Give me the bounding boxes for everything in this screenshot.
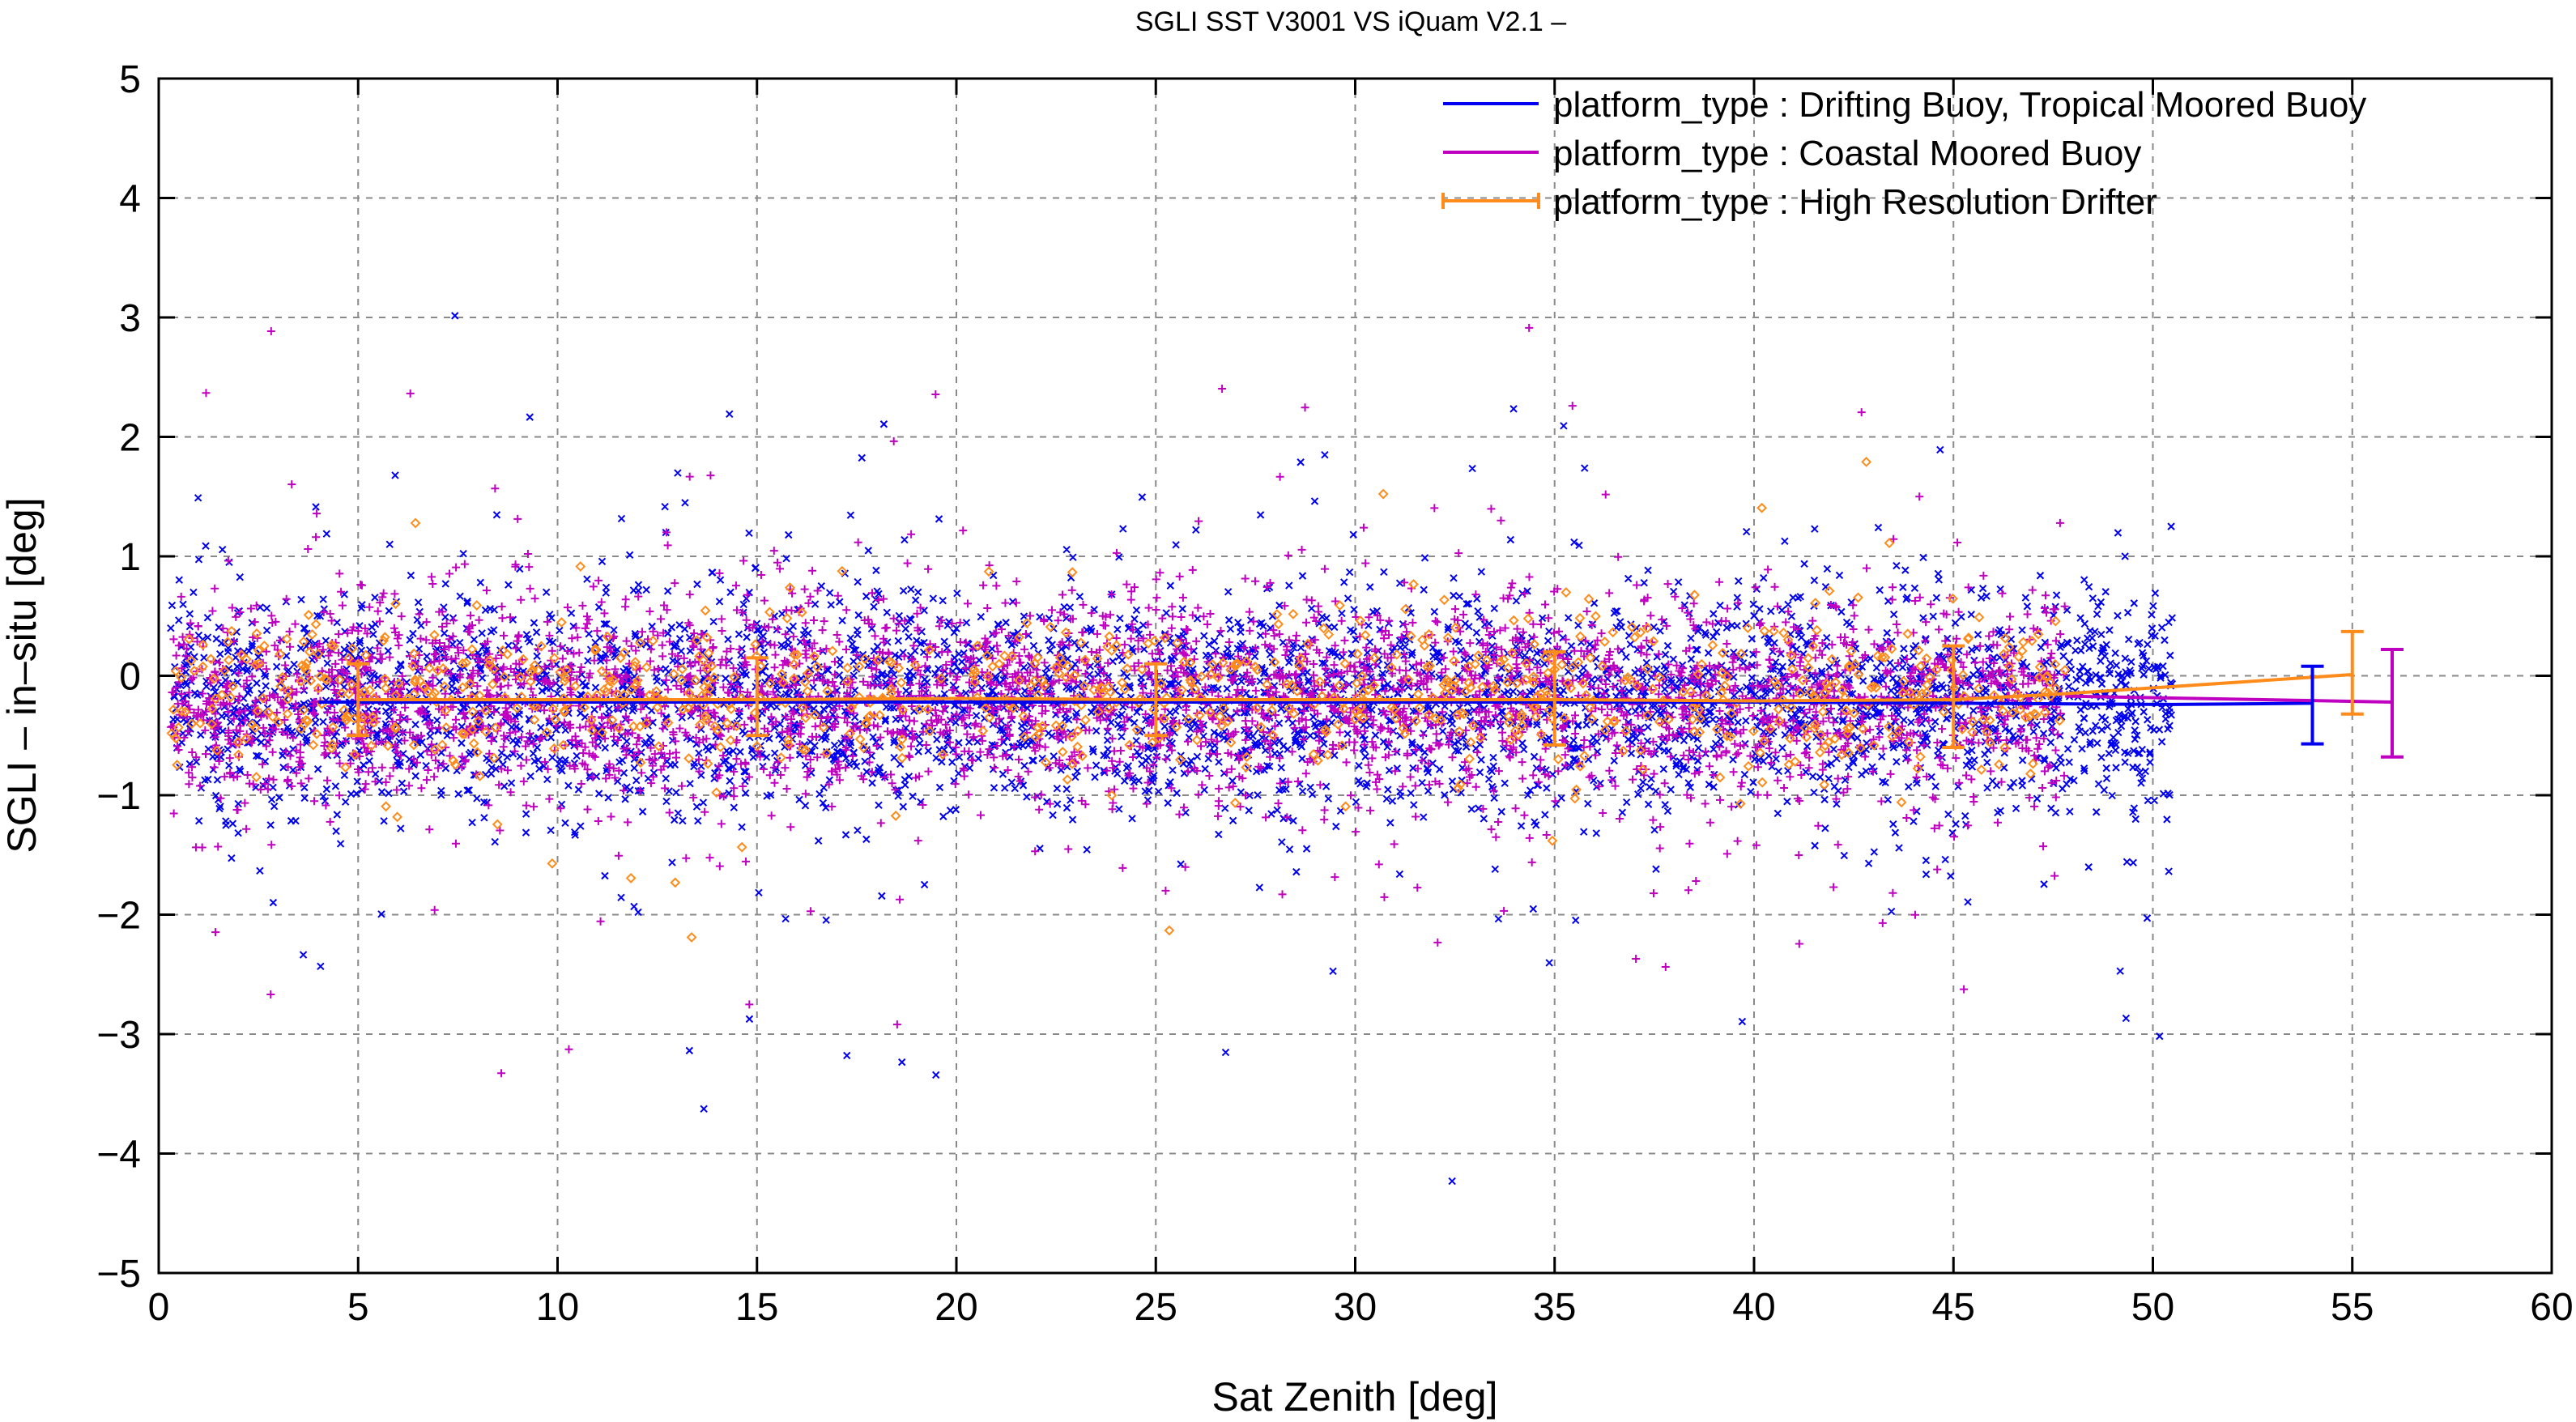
error-bar	[745, 656, 769, 738]
mean-lines	[318, 673, 2393, 706]
series-point-set	[167, 323, 2069, 1078]
error-bar	[1942, 644, 1965, 749]
y-tick-label: 1	[119, 536, 141, 579]
x-tick-label: 15	[735, 1286, 778, 1329]
x-axis-label: Sat Zenith [deg]	[1211, 1374, 1497, 1420]
x-tick-label: 10	[536, 1286, 579, 1329]
x-tick-label: 35	[1533, 1286, 1576, 1329]
y-tick-label: −3	[96, 1014, 141, 1057]
x-tick-label: 0	[148, 1286, 170, 1329]
y-axis-label: SGLI – in–situ [deg]	[0, 497, 45, 853]
y-tick-label: −1	[96, 775, 141, 818]
series-mean-line	[2065, 694, 2393, 704]
y-tick-label: 3	[119, 297, 141, 340]
legend-label: platform_type : High Resolution Drifter	[1553, 182, 2157, 222]
x-tick-label: 45	[1932, 1286, 1975, 1329]
y-axis-ticks: −5 −4 −3 −2 −1 0 1 2 3 4 5	[96, 58, 2552, 1296]
error-bars	[347, 629, 2404, 759]
legend-item: platform_type : Drifting Buoy, Tropical …	[1443, 85, 2366, 125]
y-tick-label: −2	[96, 895, 141, 938]
x-tick-label: 60	[2530, 1286, 2573, 1329]
series-mean-line	[318, 700, 2313, 706]
error-bar	[1543, 650, 1566, 747]
y-tick-label: 4	[119, 178, 141, 221]
legend-item: platform_type : Coastal Moored Buoy	[1443, 134, 2141, 173]
x-tick-label: 5	[347, 1286, 369, 1329]
y-tick-label: −5	[96, 1253, 141, 1296]
error-bar	[2301, 664, 2324, 746]
y-tick-label: 5	[119, 58, 141, 101]
series-mean-line	[358, 673, 2352, 703]
legend-item: platform_type : High Resolution Drifter	[1441, 182, 2157, 222]
chart-title: SGLI SST V3001 VS iQuam V2.1 –	[1135, 6, 1566, 37]
x-tick-label: 50	[2131, 1286, 2174, 1329]
series-points	[167, 323, 2069, 1078]
x-tick-label: 20	[935, 1286, 977, 1329]
error-bar	[2381, 648, 2404, 759]
x-axis-ticks: 0 5 10 15 20 25 30 35 40 45 50 55 60	[148, 79, 2574, 1329]
x-tick-label: 30	[1334, 1286, 1377, 1329]
y-tick-label: 0	[119, 656, 141, 699]
x-tick-label: 55	[2331, 1286, 2374, 1329]
legend-label: platform_type : Coastal Moored Buoy	[1553, 134, 2141, 173]
legend: platform_type : Drifting Buoy, Tropical …	[1441, 85, 2366, 222]
y-tick-label: −4	[96, 1134, 141, 1177]
legend-label: platform_type : Drifting Buoy, Tropical …	[1553, 85, 2366, 125]
y-tick-label: 2	[119, 417, 141, 460]
error-bar	[2340, 629, 2364, 716]
x-tick-label: 40	[1732, 1286, 1775, 1329]
x-tick-label: 25	[1135, 1286, 1177, 1329]
error-bar	[1144, 662, 1168, 738]
error-bar	[347, 662, 370, 738]
